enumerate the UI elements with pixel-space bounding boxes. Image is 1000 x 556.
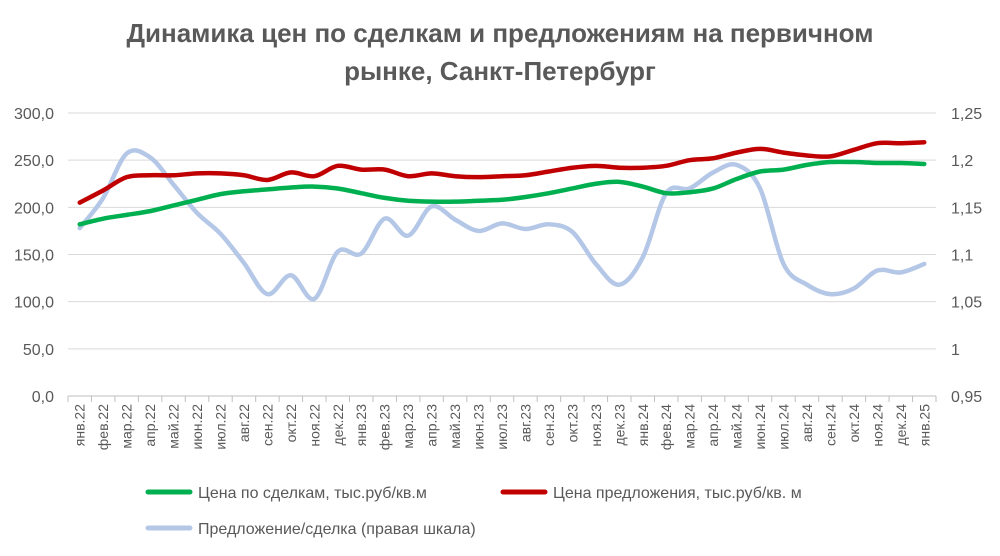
- x-tick-label: май.23: [447, 404, 463, 449]
- x-tick-label: фев.24: [658, 404, 674, 450]
- left-tick-label: 100,0: [14, 295, 54, 312]
- left-tick-label: 0,0: [32, 389, 54, 406]
- right-tick-label: 1,25: [951, 106, 982, 123]
- x-tick-label: май.24: [729, 404, 745, 449]
- right-tick-label: 1,15: [951, 200, 982, 217]
- right-axis: 0,95 1 1,05 1,1 1,15 1,2 1,25: [951, 106, 982, 406]
- x-tick-label: сен.23: [541, 404, 557, 446]
- left-tick-label: 150,0: [14, 248, 54, 265]
- x-tick-label: янв.24: [635, 404, 651, 446]
- x-tick-label: ноя.23: [588, 404, 604, 447]
- legend: Цена по сделкам, тыс.руб/кв.м Цена предло…: [145, 485, 802, 538]
- x-tick-label: фев.22: [95, 404, 111, 450]
- legend-item-deal-price: Цена по сделкам, тыс.руб/кв.м: [145, 485, 427, 502]
- x-tick-label: авг.22: [236, 404, 252, 442]
- x-tick-label: дек.23: [611, 404, 627, 446]
- left-axis: 0,0 50,0 100,0 150,0 200,0 250,0 300,0: [14, 106, 54, 406]
- x-tick-label: окт.22: [283, 404, 299, 443]
- x-tick-label: мар.24: [682, 404, 698, 449]
- x-tick-label: сен.24: [822, 404, 838, 446]
- x-tick-label: июн.22: [189, 404, 205, 450]
- x-axis: янв.22 фев.22 мар.22 апр.22 май.22 июн.22 июл.…: [67, 396, 937, 450]
- x-tick-label: июн.24: [752, 404, 768, 450]
- left-tick-label: 300,0: [14, 106, 54, 123]
- x-tick-label: май.22: [166, 404, 182, 449]
- x-tick-label: ноя.24: [869, 404, 885, 447]
- x-tick-label: янв.23: [353, 404, 369, 446]
- legend-label: Цена предложения, тыс.руб/кв. м: [553, 485, 802, 502]
- x-tick-label: авг.23: [517, 404, 533, 442]
- legend-label: Цена по сделкам, тыс.руб/кв.м: [198, 485, 427, 502]
- x-tick-label: сен.22: [259, 404, 275, 446]
- x-tick-label: авг.24: [799, 404, 815, 442]
- x-tick-label: июл.23: [494, 404, 510, 450]
- legend-item-ratio: Предложение/сделка (правая шкала): [145, 521, 476, 538]
- right-tick-label: 1,05: [951, 295, 982, 312]
- left-tick-label: 250,0: [14, 153, 54, 170]
- series-line-offer-price: [77, 139, 927, 205]
- x-tick-label: дек.24: [893, 404, 909, 446]
- left-tick-label: 50,0: [23, 342, 54, 359]
- legend-item-offer-price: Цена предложения, тыс.руб/кв. м: [500, 485, 802, 502]
- x-tick-label: апр.22: [142, 404, 158, 447]
- right-tick-label: 1: [951, 342, 960, 359]
- right-tick-label: 1,2: [951, 153, 973, 170]
- series-lines: [77, 139, 927, 302]
- series-line-deal-price: [77, 159, 927, 227]
- x-tick-label: янв.25: [916, 404, 932, 446]
- legend-label: Предложение/сделка (правая шкала): [198, 521, 476, 538]
- x-tick-label: янв.22: [72, 404, 88, 446]
- right-tick-label: 1,1: [951, 248, 973, 265]
- right-tick-label: 0,95: [951, 389, 982, 406]
- x-tick-label: июл.24: [776, 404, 792, 450]
- x-tick-label: ноя.22: [306, 404, 322, 447]
- x-tick-label: июл.22: [212, 404, 228, 450]
- x-tick-label: мар.23: [400, 404, 416, 449]
- chart-title-line1: Динамика цен по сделкам и предложениям н…: [127, 18, 874, 48]
- x-tick-label: мар.22: [119, 404, 135, 449]
- x-tick-label: дек.22: [330, 404, 346, 446]
- x-tick-label: фев.23: [377, 404, 393, 450]
- x-tick-label: окт.24: [846, 404, 862, 443]
- series-line-offer-deal-ratio: [77, 148, 927, 302]
- x-tick-label: апр.24: [705, 404, 721, 447]
- x-tick-label: окт.23: [564, 404, 580, 443]
- x-tick-label: июн.23: [471, 404, 487, 450]
- chart-title-line2: рынке, Санкт-Петербург: [344, 56, 656, 86]
- gridlines: [68, 112, 936, 397]
- left-tick-label: 200,0: [14, 200, 54, 217]
- x-tick-label: апр.23: [424, 404, 440, 447]
